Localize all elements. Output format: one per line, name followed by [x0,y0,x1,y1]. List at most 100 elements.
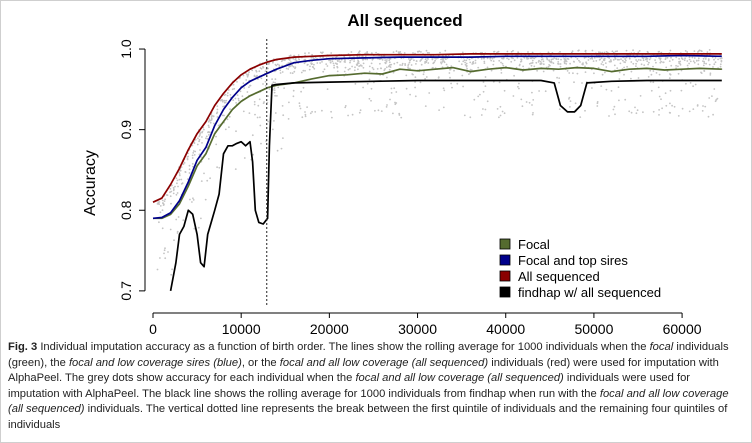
scatter-point [191,201,193,203]
scatter-point [584,49,587,52]
scatter-point [273,120,275,122]
scatter-point [292,95,295,98]
scatter-point [441,58,443,61]
scatter-point [500,68,503,71]
scatter-point [632,62,635,65]
scatter-point [535,61,538,64]
scatter-point [692,60,695,63]
scatter-point [401,62,404,65]
scatter-point [715,98,718,101]
scatter-point [707,115,710,118]
scatter-point [294,67,296,70]
scatter-point [444,57,446,60]
scatter-point [584,65,586,68]
scatter-point [708,63,711,66]
scatter-point [688,62,690,65]
scatter-point [688,56,691,58]
scatter-point [670,56,672,59]
scatter-point [310,63,313,66]
scatter-point [271,78,273,80]
scatter-point [245,79,248,81]
scatter-point [415,60,418,62]
scatter-point [362,66,365,69]
scatter-point [394,101,396,104]
scatter-point [235,130,237,133]
scatter-point [199,149,201,151]
scatter-point [289,72,292,74]
scatter-point [482,81,485,83]
scatter-point [396,61,399,64]
scatter-point [300,90,302,93]
scatter-point [643,64,646,66]
scatter-point [407,67,410,70]
scatter-point [308,68,311,71]
scatter-point [353,60,355,62]
scatter-point [288,59,291,61]
scatter-point [287,62,290,64]
scatter-point [349,67,351,70]
scatter-point [500,72,503,74]
scatter-point [388,61,391,64]
scatter-point [169,188,172,190]
scatter-point [462,85,464,88]
axes: 0 10000 20000 30000 40000 50000 60000 0.7 0.8 0.9… [118,39,702,337]
scatter-point [684,57,686,60]
scatter-point [717,58,719,61]
scatter-point [285,67,288,70]
scatter-point [282,59,284,61]
scatter-point [157,201,160,204]
scatter-point [490,69,493,72]
scatter-point [610,90,613,92]
scatter-point [274,94,276,97]
scatter-point [368,97,371,100]
scatter-point [273,91,276,94]
scatter-point [547,65,550,68]
scatter-point [646,60,649,63]
scatter-point [552,58,554,60]
scatter-point [677,115,680,117]
scatter-point [177,185,179,188]
scatter-point [518,87,520,90]
scatter-point [517,51,519,53]
scatter-point [679,63,682,66]
scatter-point [620,58,622,60]
scatter-point [469,116,472,119]
scatter-point [328,59,330,62]
scatter-point [408,59,411,62]
scatter-point [650,89,653,92]
scatter-point [216,166,219,169]
scatter-point [603,51,606,54]
scatter-point [637,51,640,54]
scatter-point [443,61,446,64]
scatter-point [287,118,290,120]
scatter-point [176,230,179,233]
scatter-point [201,142,203,144]
scatter-point [267,67,269,70]
scatter-point [330,110,332,113]
scatter-point [222,105,225,108]
scatter-point [539,60,542,63]
scatter-point [217,124,220,127]
scatter-point [211,114,214,117]
scatter-point [642,111,644,114]
scatter-point [200,156,203,159]
scatter-point [194,150,197,153]
scatter-point [169,195,172,198]
scatter-point [336,66,339,69]
scatter-point [584,71,587,73]
scatter-point [458,60,461,63]
scatter-point [359,109,362,112]
scatter-point [161,227,164,230]
scatter-point [659,57,661,60]
scatter-point [483,60,486,63]
scatter-point [700,49,702,52]
scatter-point [442,87,445,90]
scatter-point [358,111,361,114]
scatter-point [652,65,654,68]
scatter-point [414,81,416,83]
scatter-point [581,63,584,65]
scatter-point [262,83,264,85]
scatter-point [669,73,672,76]
scatter-point [264,80,267,83]
scatter-point [686,60,689,62]
